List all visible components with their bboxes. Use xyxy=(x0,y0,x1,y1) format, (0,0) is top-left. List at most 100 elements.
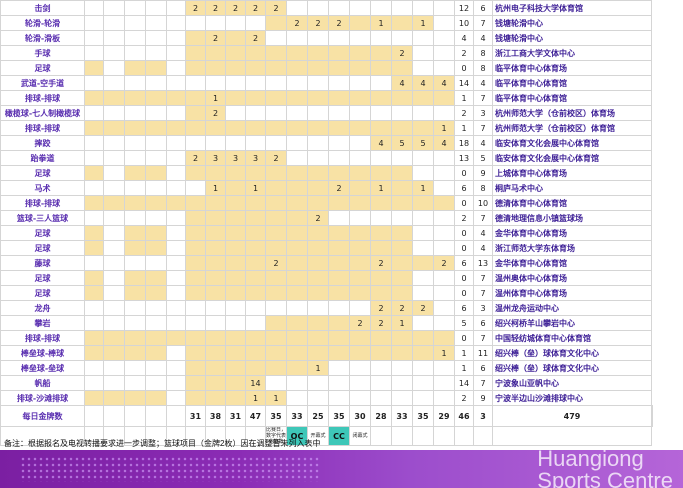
day-cell xyxy=(145,225,167,241)
day-cell xyxy=(328,105,350,121)
day-cell xyxy=(391,150,413,166)
day-cell xyxy=(124,75,146,91)
day-count-cell: 7 xyxy=(473,15,493,31)
table-row: 排球-排球 1 1 7 临平体育中心体育馆 xyxy=(0,90,653,106)
day-cell xyxy=(265,195,287,211)
daily-totals-label: 每日金牌数 xyxy=(0,405,85,427)
daily-total-cell: 47 xyxy=(245,405,266,427)
day-cell xyxy=(412,315,434,331)
day-cell xyxy=(245,45,266,61)
day-cell xyxy=(145,120,167,136)
venue-cell: 钱塘轮滑中心 xyxy=(492,15,652,31)
day-cell xyxy=(286,105,308,121)
day-cell xyxy=(103,285,125,301)
venue-cell: 宁波象山亚帆中心 xyxy=(492,375,652,391)
table-row: 排球-排球 0 7 中国轻纺城体育中心体育馆 xyxy=(0,330,653,346)
day-cell: 1 xyxy=(433,120,455,136)
day-cell xyxy=(412,330,434,346)
day-cell xyxy=(370,270,392,286)
day-cell xyxy=(205,345,226,361)
day-cell: 1 xyxy=(370,15,392,31)
day-cell xyxy=(166,210,186,226)
event-name-cell: 足球 xyxy=(0,60,85,76)
day-cell: 2 xyxy=(265,255,287,271)
venue-cell: 浙江师范大学东体育场 xyxy=(492,240,652,256)
daily-total-cell: 31 xyxy=(225,405,246,427)
day-cell xyxy=(166,315,186,331)
table-row: 轮滑-滑板 2 2 4 4 钱塘轮滑中心 xyxy=(0,30,653,46)
day-cell xyxy=(328,300,350,316)
day-cell xyxy=(391,30,413,46)
event-name-cell: 摔跤 xyxy=(0,135,85,151)
day-cell xyxy=(185,345,206,361)
venue-cell: 中国轻纺城体育中心体育馆 xyxy=(492,330,652,346)
day-cell xyxy=(412,210,434,226)
day-cell xyxy=(124,90,146,106)
event-name-cell: 橄榄球-七人制橄榄球 xyxy=(0,105,85,121)
day-cell xyxy=(124,225,146,241)
day-cell xyxy=(349,60,371,76)
day-cell: 2 xyxy=(307,210,329,226)
gold-total-cell: 0 xyxy=(454,195,474,211)
day-cell xyxy=(307,45,329,61)
day-cell xyxy=(145,375,167,391)
day-cell xyxy=(145,390,167,406)
day-cell xyxy=(205,210,226,226)
day-cell xyxy=(145,0,167,16)
day-cell xyxy=(84,270,104,286)
table-row: 排球-沙滩排球 1 1 2 9 宁波半边山沙滩排球中心 xyxy=(0,390,653,406)
day-cell xyxy=(225,300,246,316)
day-cell xyxy=(185,330,206,346)
table-row: 橄榄球-七人制橄榄球 2 2 3 杭州师范大学（仓前校区）体育场 xyxy=(0,105,653,121)
day-cell xyxy=(412,375,434,391)
day-cell xyxy=(433,150,455,166)
day-count-cell: 3 xyxy=(473,300,493,316)
day-cell xyxy=(245,120,266,136)
day-cell xyxy=(433,195,455,211)
day-cell xyxy=(205,270,226,286)
event-name-cell: 马术 xyxy=(0,180,85,196)
day-cell xyxy=(145,45,167,61)
day-cell xyxy=(412,270,434,286)
gold-total-cell: 4 xyxy=(454,30,474,46)
day-cell xyxy=(124,345,146,361)
gold-total-cell: 12 xyxy=(454,0,474,16)
day-cell xyxy=(84,345,104,361)
day-count-cell: 3 xyxy=(473,105,493,121)
event-name-cell: 轮滑-轮滑 xyxy=(0,15,85,31)
day-cell xyxy=(328,285,350,301)
day-cell xyxy=(185,375,206,391)
day-cell: 2 xyxy=(370,300,392,316)
day-cell xyxy=(391,90,413,106)
day-cell xyxy=(391,375,413,391)
day-count-cell: 7 xyxy=(473,270,493,286)
day-cell xyxy=(265,345,287,361)
day-count-cell: 10 xyxy=(473,195,493,211)
table-row: 足球 0 7 温州体育中心体育场 xyxy=(0,285,653,301)
venue-cell: 临安体育文化会展中心体育馆 xyxy=(492,150,652,166)
day-cell xyxy=(433,90,455,106)
day-cell xyxy=(225,135,246,151)
day-cell xyxy=(245,285,266,301)
day-cell xyxy=(103,315,125,331)
day-cell xyxy=(370,210,392,226)
day-cell xyxy=(328,360,350,376)
day-cell xyxy=(166,0,186,16)
day-cell xyxy=(225,255,246,271)
day-cell xyxy=(412,345,434,361)
day-cell xyxy=(225,180,246,196)
table-row: 攀岩 2 2 1 5 6 绍兴柯桥羊山攀岩中心 xyxy=(0,315,653,331)
day-cell xyxy=(286,270,308,286)
day-cell xyxy=(328,165,350,181)
day-cell xyxy=(145,135,167,151)
day-cell xyxy=(124,120,146,136)
day-cell xyxy=(103,45,125,61)
day-cell xyxy=(412,255,434,271)
day-cell xyxy=(84,360,104,376)
day-cell xyxy=(412,195,434,211)
day-cell xyxy=(307,255,329,271)
day-cell xyxy=(286,285,308,301)
day-cell xyxy=(328,135,350,151)
day-cell xyxy=(307,135,329,151)
day-cell xyxy=(145,360,167,376)
